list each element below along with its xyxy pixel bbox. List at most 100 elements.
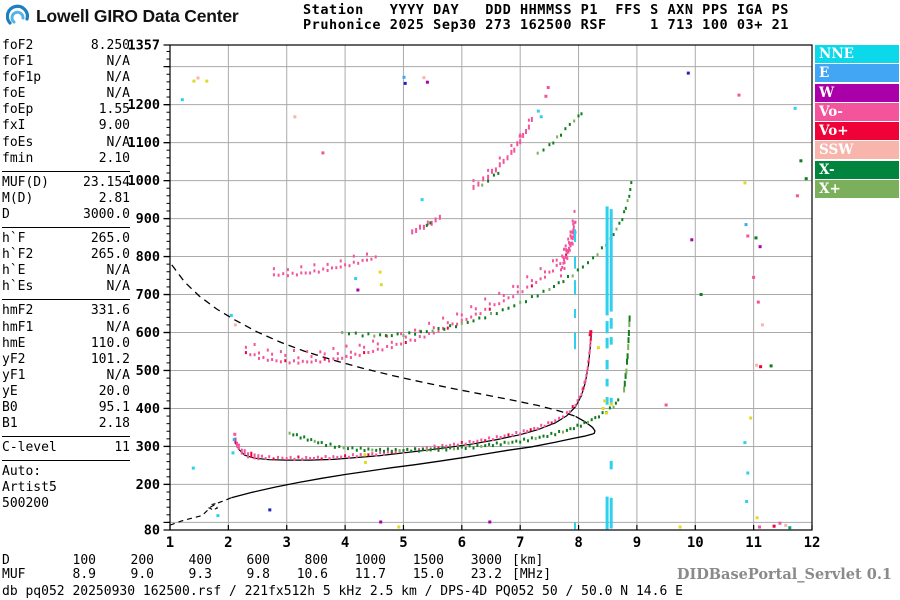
third-hop-o-seg3	[472, 117, 533, 190]
parameter-label: foEp	[2, 102, 34, 118]
row-value: 9.3	[188, 567, 212, 582]
scatter-noise	[180, 71, 808, 530]
second-hop-x	[341, 181, 633, 338]
parameter-row: D 3000.0	[2, 207, 130, 223]
brand: Lowell GIRO Data Center	[6, 4, 239, 28]
parameter-label: C-level	[2, 440, 57, 456]
parameter-label: yF1	[2, 367, 26, 383]
x-tick-label: 2	[224, 535, 232, 551]
parameter-label: hmF2	[2, 303, 34, 319]
parameter-row: hmF1 N/A	[2, 320, 130, 336]
station-header-block: Station YYYY DAY DDD HHMMSS P1 FFS S AXN…	[303, 3, 789, 33]
parameter-value: 2.18	[98, 416, 130, 432]
o-mode-F-trace	[234, 332, 593, 461]
parameter-row: Artist5	[2, 480, 130, 496]
parameter-row: h`E N/A	[2, 263, 130, 279]
x-tick-label: 9	[633, 535, 641, 551]
parameter-row: yF2 101.2	[2, 352, 130, 368]
parameter-label: foEs	[2, 134, 34, 150]
second-hop-o-spread	[560, 209, 576, 278]
parameter-value: N/A	[106, 319, 130, 335]
x-mode-F-trace	[288, 398, 620, 453]
parameter-value: N/A	[106, 134, 130, 150]
parameter-row: foE N/A	[2, 86, 130, 102]
legend-item-e: E	[815, 64, 899, 83]
x-tick-label: 5	[399, 535, 407, 551]
x-tick-label: 3	[283, 535, 291, 551]
parameter-row: foF2 8.250	[2, 38, 130, 54]
parameter-label: h`E	[2, 263, 26, 279]
parameter-value: 8.250	[90, 38, 130, 53]
parameter-label: hmE	[2, 335, 26, 351]
parameter-label: fxI	[2, 118, 26, 134]
third-hop-o-seg2	[411, 214, 441, 235]
x-tick-label: 11	[745, 535, 762, 551]
x-tick-label: 7	[516, 535, 524, 551]
legend-item-vo: Vo+	[815, 122, 899, 141]
parameter-row: M(D) 2.81	[2, 191, 130, 207]
parameter-panel: foF2 8.250 foF1 N/A foF1p N/A foE N/A foEp 1.55 fx…	[2, 38, 130, 513]
parameter-row: h`F2 265.0	[2, 247, 130, 263]
parameter-value: 265.0	[90, 247, 130, 263]
y-tick-label: 1357	[127, 38, 160, 54]
echo-direction-legend: NNE E W Vo- Vo+ SSW X- X+	[815, 45, 899, 199]
parameter-row: B1 2.18	[2, 416, 130, 432]
parameter-row: foF1 N/A	[2, 54, 130, 70]
row-value: 1000	[354, 553, 386, 568]
parameter-row: yE 20.0	[2, 384, 130, 400]
ionogram-data-layer	[170, 71, 808, 530]
row-value: 800	[304, 553, 328, 568]
bottomside-profile	[231, 433, 594, 499]
parameter-row: fxI 9.00	[2, 118, 130, 134]
giro-logo-icon	[6, 4, 29, 25]
parameter-label: yF2	[2, 351, 26, 367]
row-value: 15.0	[412, 567, 444, 582]
y-tick-label: 1100	[127, 135, 160, 151]
e-valley-hook-dashed	[208, 503, 219, 511]
parameter-value: N/A	[106, 279, 130, 295]
x-tick-label: 8	[574, 535, 582, 551]
parameter-label: Artist5	[2, 480, 57, 496]
y-tick-label: 900	[136, 211, 160, 227]
x-tick-label: 10	[687, 535, 704, 551]
parameter-label: yE	[2, 383, 18, 399]
parameter-value: 2.81	[98, 190, 130, 206]
parameter-value: 11	[114, 440, 130, 456]
row-value: 100	[72, 553, 96, 568]
parameter-row: h`F 265.0	[2, 231, 130, 247]
parameter-label: foE	[2, 86, 26, 102]
parameter-label: Auto:	[2, 464, 42, 480]
spread-bar-1	[605, 206, 609, 530]
station-values-line: Pruhonice 2025 Sep30 273 162500 RSF 1 71…	[303, 17, 789, 33]
row-value: 10.6	[296, 567, 328, 582]
station-header-line: Station YYYY DAY DDD HHMMSS P1 FFS S AXN…	[303, 2, 789, 18]
y-tick-label: 200	[136, 477, 160, 493]
row-label: D	[2, 553, 10, 568]
panel-divider	[2, 227, 130, 229]
parameter-value: 95.1	[98, 399, 130, 415]
legend-item-w: W	[815, 83, 899, 102]
parameter-row: foF1p N/A	[2, 70, 130, 86]
spread-bar-3	[574, 229, 576, 530]
y-tick-label: 1000	[127, 173, 160, 189]
row-value: 8.9	[72, 567, 96, 582]
panel-divider	[2, 299, 130, 301]
parameter-value: 2.10	[98, 150, 130, 166]
parameter-value: N/A	[106, 367, 130, 383]
second-hop-o	[244, 220, 577, 365]
parameter-value: N/A	[106, 70, 130, 86]
distance-row: D 100 200 400 600 800 1000 1500 3000 [km]	[2, 554, 543, 568]
parameter-row: foEs N/A	[2, 135, 130, 151]
parameter-value: 9.00	[98, 118, 130, 134]
parameter-value: 265.0	[90, 231, 130, 247]
parameter-value: 23.154	[83, 174, 130, 190]
topside-profile-dashed	[171, 264, 576, 418]
parameter-label: B0	[2, 399, 18, 415]
row-value: 11.7	[354, 567, 386, 582]
y-tick-label: 400	[136, 401, 160, 417]
parameter-label: h`Es	[2, 279, 34, 295]
parameter-value: N/A	[106, 54, 130, 70]
x-tick-label: 4	[341, 535, 349, 551]
legend-item-x: X+	[815, 180, 899, 199]
